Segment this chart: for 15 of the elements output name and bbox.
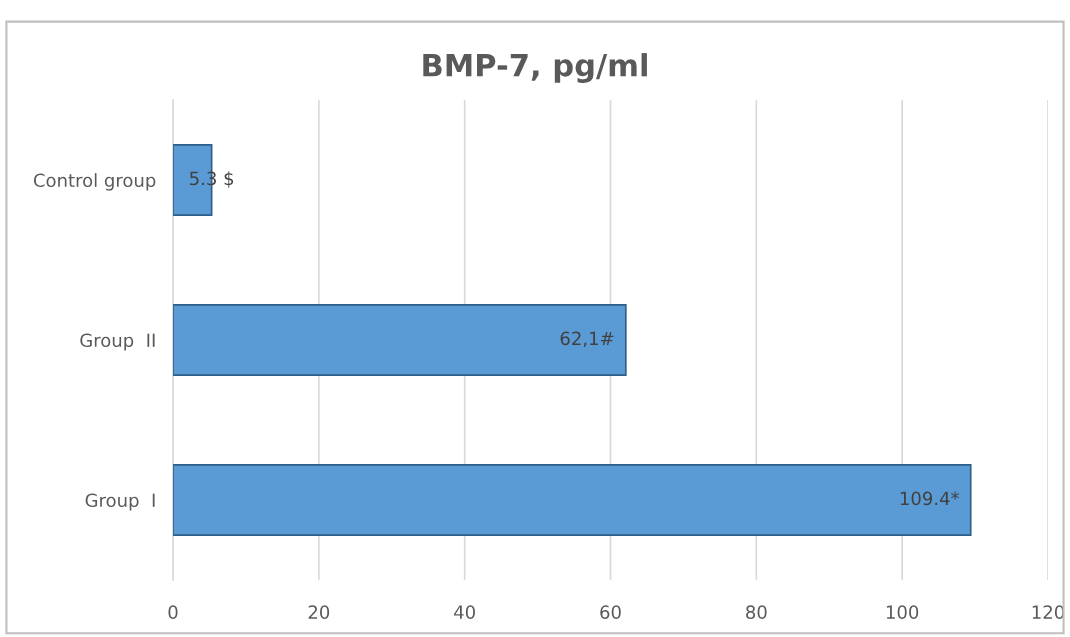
x-tick-label: 120 — [1032, 605, 1065, 619]
bar — [173, 303, 627, 377]
x-tick-label: 0 — [168, 605, 178, 619]
x-tick-label: 20 — [308, 605, 330, 619]
x-tick-label: 60 — [600, 605, 621, 619]
bar — [173, 463, 972, 537]
x-tick-label: 100 — [886, 605, 919, 619]
data-label: 109.4* — [900, 491, 960, 506]
y-tick-label: Group II — [80, 333, 155, 351]
data-label: 62,1# — [560, 331, 614, 348]
x-tick-label: 40 — [454, 605, 475, 619]
x-tick-label: 80 — [746, 605, 767, 619]
y-tick-label: Control group — [33, 173, 156, 191]
y-tick-label: Group I — [85, 493, 155, 511]
chart-title: BMP-7, pg/ml — [423, 53, 647, 83]
